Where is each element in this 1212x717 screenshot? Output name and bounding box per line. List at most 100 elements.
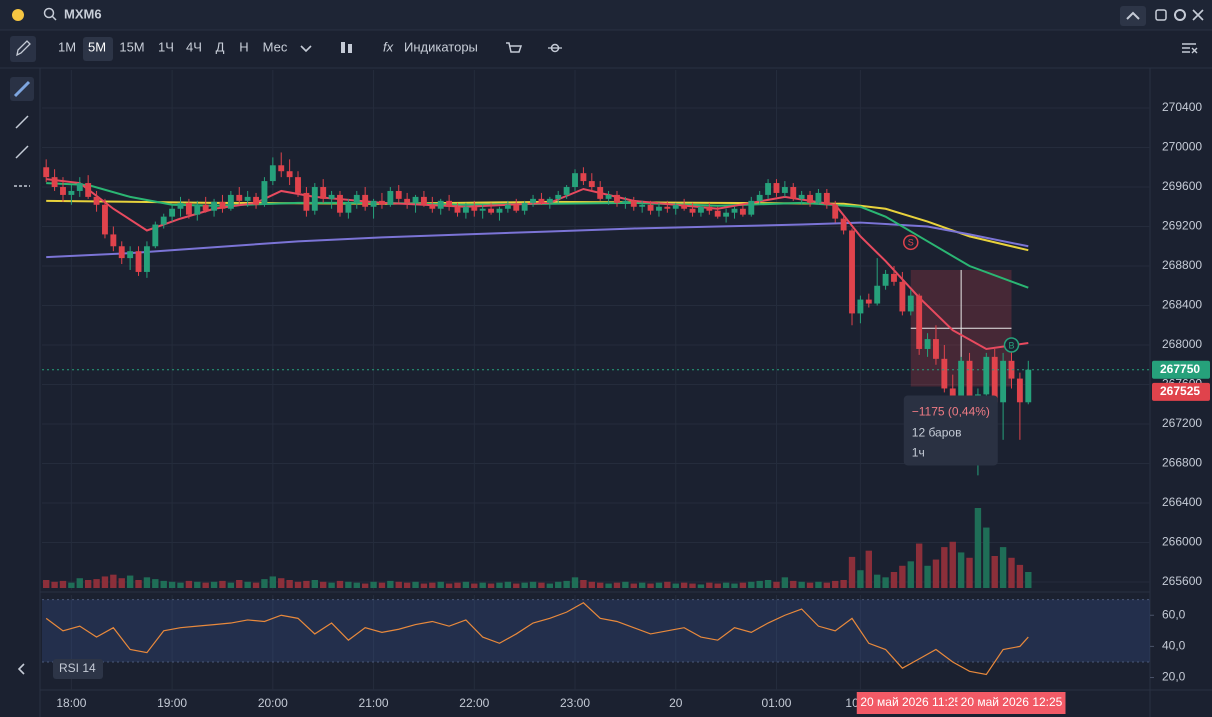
volume-bar	[286, 580, 293, 588]
candle-body	[1008, 360, 1015, 379]
volume-bar	[672, 583, 679, 588]
volume-bar	[563, 580, 570, 588]
timeframe-button[interactable]: Мес	[263, 39, 288, 54]
x-tick-label: 20	[669, 696, 683, 710]
y-tick-label: 268800	[1162, 258, 1202, 272]
window-button[interactable]	[1155, 9, 1167, 21]
line-tool[interactable]	[15, 115, 29, 129]
volume-bar	[471, 583, 478, 588]
candle-body	[211, 201, 218, 211]
volume-bar	[361, 583, 369, 588]
volume-bar	[420, 583, 428, 588]
chart-type-button[interactable]	[341, 42, 352, 53]
candle-body	[572, 173, 578, 188]
title-bar	[0, 0, 1212, 30]
volume-bar	[664, 581, 671, 588]
volume-bar	[605, 583, 612, 588]
volume-bar	[59, 580, 67, 588]
timeframe-button[interactable]: 5M	[88, 39, 106, 54]
candle-body	[462, 206, 469, 213]
volume-bar	[1025, 572, 1032, 588]
volume-bar	[51, 581, 58, 588]
volume-bar	[76, 578, 83, 588]
y-tick-label: 265600	[1162, 574, 1202, 588]
candle-body	[337, 194, 343, 213]
volume-bar	[1008, 557, 1015, 588]
timeframe-button[interactable]: 1M	[58, 39, 76, 54]
trade-marker	[903, 234, 919, 251]
volume-bar	[571, 577, 579, 588]
timeframe-button[interactable]: 1Ч	[158, 39, 174, 54]
volume-bar	[790, 580, 797, 588]
candle-body	[102, 204, 108, 235]
draw-button[interactable]	[10, 36, 36, 62]
search-icon[interactable]	[43, 7, 55, 19]
time-badge-label: 20 май 2026 11:25	[860, 695, 961, 709]
candle-body	[513, 204, 520, 211]
candle-body	[311, 187, 318, 211]
candle-body	[714, 210, 721, 217]
indicators-button[interactable]: Индикаторы	[404, 39, 478, 54]
candle-body	[933, 339, 939, 359]
candle-body	[395, 190, 402, 199]
volume-bar	[538, 582, 545, 588]
volume-bar	[991, 556, 998, 588]
volume-bar	[244, 581, 251, 588]
status-dot	[12, 9, 24, 21]
collapse-button[interactable]	[1120, 6, 1146, 26]
volume-bar	[890, 572, 898, 588]
volume-bar	[823, 582, 831, 588]
timeframe-button[interactable]: Н	[239, 39, 248, 54]
symbol[interactable]: MXM6	[64, 6, 102, 21]
candle-body	[51, 177, 58, 188]
candle-body	[597, 187, 604, 199]
collapse-tools[interactable]	[17, 663, 25, 675]
candle-body	[454, 206, 461, 213]
candle-body	[815, 192, 822, 203]
candle-body	[739, 208, 746, 215]
close-button[interactable]	[1192, 9, 1204, 21]
candle-body	[370, 200, 377, 207]
candle-body	[286, 171, 293, 178]
volume-bar	[756, 580, 763, 588]
candle-body	[697, 206, 704, 213]
time-badge	[957, 692, 1066, 714]
candle-body	[832, 204, 839, 219]
candle-body	[177, 202, 184, 209]
candle-body	[798, 194, 805, 199]
candle-body	[991, 356, 998, 403]
ray-tool[interactable]	[15, 145, 29, 159]
settings-button[interactable]	[1174, 9, 1186, 21]
volume-bar	[865, 550, 872, 588]
candle-body	[891, 273, 897, 282]
volume-bar	[135, 580, 142, 588]
candle-body	[328, 194, 335, 199]
candle-body	[253, 196, 259, 205]
timeframe-dropdown[interactable]	[300, 45, 312, 53]
volume-bar	[806, 582, 814, 588]
timeframe-button[interactable]: 15M	[119, 39, 144, 54]
candle-body	[605, 194, 612, 199]
volume-bar	[521, 582, 528, 588]
candle-body	[227, 194, 234, 209]
volume-bar	[722, 582, 730, 588]
timeframe-button[interactable]: Д	[216, 39, 225, 54]
candle-body	[882, 273, 889, 286]
candle-body	[504, 204, 511, 209]
candle-body	[60, 187, 66, 195]
candle-body	[622, 200, 629, 203]
candle-body	[160, 216, 167, 225]
rsi-band	[42, 599, 1150, 662]
volume-bar	[311, 580, 318, 588]
candle-icon	[348, 44, 352, 53]
volume-bar	[93, 579, 100, 588]
order-button[interactable]	[506, 42, 523, 53]
panel-button[interactable]	[1182, 43, 1198, 54]
candle-body	[85, 183, 92, 197]
timeframe-button[interactable]: 4Ч	[186, 39, 202, 54]
volume-bar	[714, 583, 721, 588]
volume-bar	[513, 583, 520, 588]
candle-body	[672, 204, 679, 209]
candle-body	[907, 295, 914, 312]
